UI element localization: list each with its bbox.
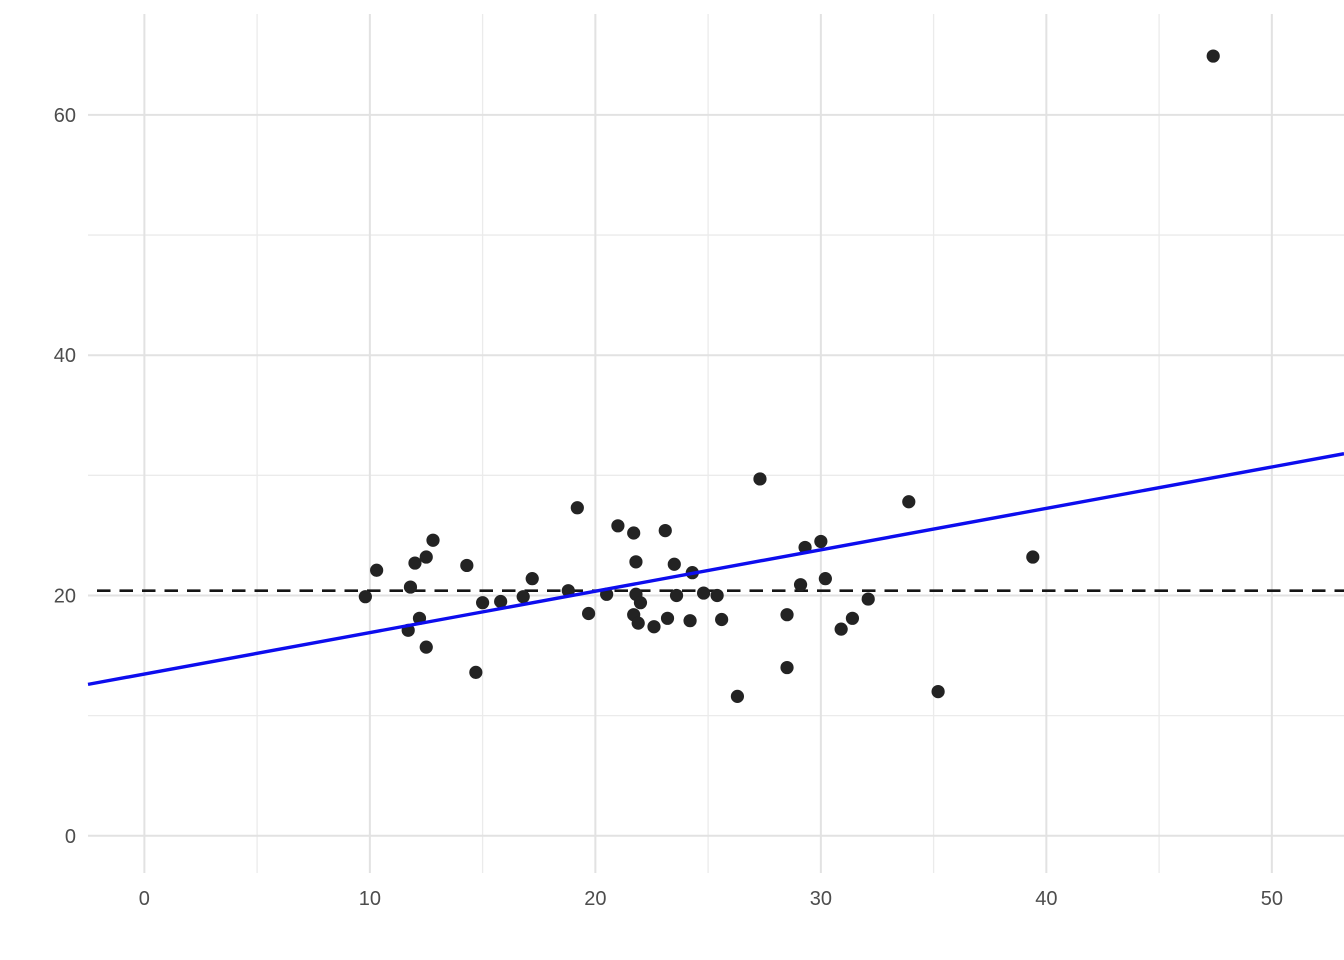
scatter-point <box>814 534 828 549</box>
scatter-point <box>408 556 422 570</box>
scatter-point <box>581 606 596 621</box>
y-tick-label: 40 <box>54 345 76 367</box>
scatter-point <box>469 665 483 679</box>
regression-line <box>87 452 1344 687</box>
scatter-point <box>494 594 508 609</box>
x-tick-label: 0 <box>139 888 150 910</box>
scatter-point <box>834 622 848 636</box>
scatter-point <box>358 590 372 604</box>
scatter-point <box>793 578 808 592</box>
scatter-point <box>931 684 945 699</box>
scatter-point <box>426 533 440 547</box>
scatter-point <box>818 572 832 586</box>
scatter-point <box>658 524 672 538</box>
scatter-point <box>902 495 916 509</box>
scatter-point <box>1206 49 1220 63</box>
x-tick-label: 10 <box>359 888 381 910</box>
scatter-point <box>715 612 729 627</box>
x-tick-label: 40 <box>1035 888 1057 910</box>
scatter-point <box>683 614 697 628</box>
scatter-point <box>660 611 675 625</box>
scatter-point <box>696 586 711 600</box>
scatter-point <box>780 660 794 675</box>
scatter-point <box>1026 550 1040 564</box>
scatter-point <box>570 501 584 515</box>
x-tick-label: 50 <box>1261 888 1283 910</box>
x-tick-label: 20 <box>584 888 606 910</box>
scatter-point <box>631 616 645 630</box>
scatter-point <box>460 558 474 573</box>
scatter-point <box>780 608 794 622</box>
scatter-point <box>730 689 745 703</box>
scatter-point <box>669 588 684 603</box>
scatter-point <box>419 640 433 654</box>
scatter-point <box>419 550 433 564</box>
scatter-point <box>753 472 767 486</box>
scatter-point <box>476 596 490 610</box>
scatter-point <box>710 588 724 603</box>
y-tick-label: 0 <box>65 826 76 848</box>
scatter-point <box>370 563 384 577</box>
scatter-point <box>403 580 418 594</box>
scatter-point <box>629 555 643 569</box>
scatter-point <box>845 611 860 625</box>
scatter-point <box>627 526 641 540</box>
scatter-point <box>516 590 530 604</box>
x-tick-label: 30 <box>810 888 832 910</box>
scatter-point <box>667 557 681 571</box>
scatter-point <box>633 596 648 610</box>
scatter-point <box>861 592 875 606</box>
y-tick-label: 20 <box>54 585 76 607</box>
y-tick-label: 60 <box>54 105 76 127</box>
scatter-point <box>647 620 661 634</box>
scatter-point <box>611 519 625 533</box>
scatter-point <box>525 572 539 586</box>
